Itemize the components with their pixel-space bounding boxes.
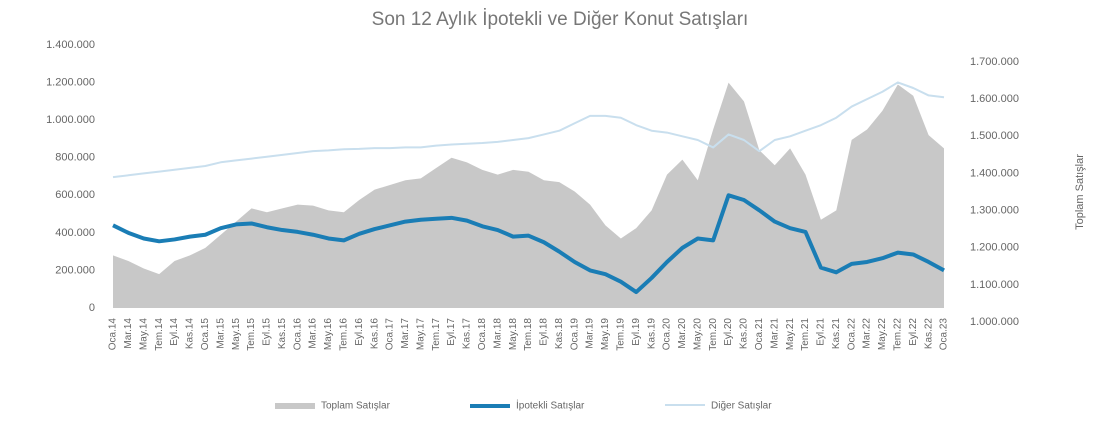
x-tick-label: Tem.22: [892, 318, 903, 351]
x-tick-label: Kas.16: [369, 318, 380, 350]
y2-tick-label: 1.700.000: [970, 56, 1019, 68]
x-tick-label: Mar.19: [585, 318, 596, 349]
x-tick-label: Eyl.21: [816, 318, 827, 346]
x-tick-label: Kas.15: [277, 318, 288, 350]
area: [113, 82, 944, 308]
y-tick-label: 0: [89, 302, 95, 314]
legend-label: Toplam Satışlar: [321, 401, 391, 412]
x-tick-label: Kas.22: [923, 318, 934, 350]
x-tick-label: Mar.15: [215, 318, 226, 349]
x-tick-label: Oca.15: [200, 318, 211, 351]
x-tick-label: Oca.23: [939, 318, 950, 351]
x-tick-label: Kas.19: [646, 318, 657, 350]
x-tick-label: May.20: [692, 318, 703, 350]
y-tick-label: 1.000.000: [46, 114, 95, 126]
line: [112, 193, 945, 295]
legend-label: Diğer Satışlar: [711, 401, 772, 412]
x-tick-label: Mar.22: [862, 318, 873, 349]
x-tick-label: Mar.20: [677, 318, 688, 349]
x-tick-label: Oca.19: [569, 318, 580, 351]
plot: [112, 81, 945, 308]
x-tick-label: Eyl.14: [169, 318, 180, 346]
x-tick-label: Tem.20: [708, 318, 719, 351]
x-tick-label: Oca.16: [292, 318, 303, 351]
x-tick-label: May.18: [508, 318, 519, 350]
y-tick-label: 600.000: [55, 189, 95, 201]
y2-tick-label: 1.400.000: [970, 167, 1019, 179]
y2-tick-label: 1.300.000: [970, 204, 1019, 216]
y2-tick-label: 1.600.000: [970, 93, 1019, 105]
legend-swatch: [665, 404, 705, 406]
x-tick-label: Oca.18: [477, 318, 488, 351]
y-tick-label: 1.200.000: [46, 76, 95, 88]
x-tick-label: Eyl.20: [723, 318, 734, 346]
y2-tick-label: 1.200.000: [970, 242, 1019, 254]
x-tick-label: Oca.14: [108, 318, 119, 351]
x-tick-label: Tem.21: [800, 318, 811, 351]
legend-swatch: [275, 403, 315, 409]
x-tick-label: Mar.18: [492, 318, 503, 349]
x-tick-label: May.16: [323, 318, 334, 350]
y2-tick-label: 1.100.000: [970, 279, 1019, 291]
x-tick-label: Kas.20: [739, 318, 750, 350]
x-tick-label: May.14: [138, 318, 149, 350]
y2-axis-label: Toplam Satışlar: [1074, 154, 1086, 230]
legend-swatch: [470, 404, 510, 408]
x-tick-label: Eyl.17: [446, 318, 457, 346]
chart-title: Son 12 Aylık İpotekli ve Diğer Konut Sat…: [372, 9, 749, 30]
x-tick-label: May.19: [600, 318, 611, 350]
y2-tick-label: 1.500.000: [970, 130, 1019, 142]
x-tick-label: Oca.17: [385, 318, 396, 351]
x-tick-label: Eyl.22: [908, 318, 919, 346]
x-tick-label: Mar.21: [769, 318, 780, 349]
x-tick-label: Kas.18: [554, 318, 565, 350]
x-tick-label: May.22: [877, 318, 888, 350]
x-tick-label: Mar.17: [400, 318, 411, 349]
x-tick-label: May.21: [785, 318, 796, 350]
x-tick-label: Eyl.15: [262, 318, 273, 346]
x-tick-label: Kas.17: [462, 318, 473, 350]
x-tick-label: Tem.14: [154, 318, 165, 351]
legend-label: İpotekli Satışlar: [516, 399, 585, 412]
x-tick-label: Tem.16: [338, 318, 349, 351]
x-tick-label: May.17: [415, 318, 426, 350]
x-tick-label: Mar.14: [123, 318, 134, 349]
x-tick-label: May.15: [231, 318, 242, 350]
x-tick-label: Tem.17: [431, 318, 442, 351]
y-tick-label: 400.000: [55, 227, 95, 239]
x-tick-label: Eyl.16: [354, 318, 365, 346]
x-tick-label: Mar.16: [308, 318, 319, 349]
y-tick-label: 800.000: [55, 152, 95, 164]
line: [112, 81, 945, 179]
y-tick-label: 1.400.000: [46, 39, 95, 51]
x-tick-label: Tem.19: [615, 318, 626, 351]
x-tick-label: Oca.22: [846, 318, 857, 351]
x-tick-label: Oca.20: [662, 318, 673, 351]
y2-tick-label: 1.000.000: [970, 316, 1019, 328]
y-tick-label: 200.000: [55, 264, 95, 276]
x-tick-label: Tem.15: [246, 318, 257, 351]
x-tick-label: Oca.21: [754, 318, 765, 351]
x-tick-label: Kas.14: [185, 318, 196, 350]
x-tick-label: Eyl.19: [631, 318, 642, 346]
x-tick-label: Tem.18: [523, 318, 534, 351]
x-tick-label: Kas.21: [831, 318, 842, 350]
x-tick-label: Eyl.18: [539, 318, 550, 346]
